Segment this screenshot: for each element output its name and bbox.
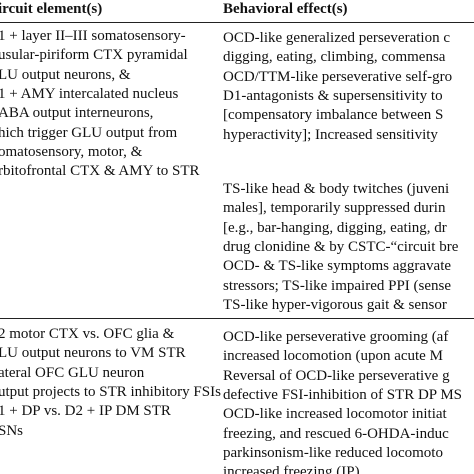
cell-line: ateral OFC GLU neuron <box>0 364 145 381</box>
cell-line: defective FSI-inhibition of STR DP MS <box>223 386 463 403</box>
cell-line: omatosensory, motor, & <box>0 143 143 160</box>
cell-line: utput projects to STR inhibitory FSIs <box>0 383 221 400</box>
cell-line: 1 + layer II–III somatosensory- <box>0 28 186 44</box>
cell-line: 1 + DP vs. D2 + IP DM STR <box>0 403 171 420</box>
cell-line: increased locomotion (upon acute M <box>223 348 443 365</box>
cell-line: OCD-like increased locomotor initiat <box>223 406 447 423</box>
cell-line: SNs <box>0 422 24 439</box>
cell-line: Reversal of OCD-like perseverative g <box>223 367 450 384</box>
cell-line: hyperactivity]; Increased sensitivity <box>223 126 438 143</box>
cell-line: LU output neurons to VM STR <box>0 345 186 362</box>
cell-line: OCD-like perseverative grooming (af <box>223 329 449 345</box>
cell-line: TS-like head & body twitches (juveni <box>223 181 450 197</box>
cell-line: drug clonidine & by CSTC-“circuit bre <box>223 238 459 255</box>
cell-line: freezing, and rescued 6-OHDA-induc <box>223 425 449 442</box>
cell-line: increased freezing (IP) <box>223 464 360 474</box>
cell-line: OCD- & TS-like symptoms aggravate <box>223 258 452 275</box>
cell-line: OCD/TTM-like perseverative self-gro <box>223 68 453 85</box>
cell-line: usular-piriform CTX pyramidal <box>0 47 188 64</box>
header-rule <box>0 22 474 23</box>
cell-line: LU output neurons, & <box>0 66 131 83</box>
cell-line: 1 + AMY intercalated nucleus <box>0 85 179 102</box>
cell-line: OCD-like generalized perseveration c <box>223 30 450 46</box>
cell-line: males], temporarily suppressed durin <box>223 200 446 217</box>
cell-line: D1-antagonists & supersensitivity to <box>223 87 443 104</box>
cell-line: [e.g., bar-hanging, digging, eating, dr <box>223 219 447 236</box>
header-cell: ircuit element(s) <box>0 1 103 17</box>
header-cell: Behavioral effect(s) <box>223 1 348 17</box>
cell-line: stressors; TS-like impaired PPI (sense <box>223 277 452 294</box>
row-rule <box>0 318 474 319</box>
cell-line: hich trigger GLU output from <box>0 124 178 141</box>
cell-line: ABA output interneurons, <box>0 105 154 122</box>
cell-line: TS-like hyper-vigorous gait & sensor <box>223 296 447 313</box>
cell-line: 2 motor CTX vs. OFC glia & <box>0 326 175 342</box>
cell-line: digging, eating, climbing, commensa <box>223 49 446 66</box>
cell-line: rbitofrontal CTX & AMY to STR <box>0 163 200 180</box>
cell-line: [compensatory imbalance between S <box>223 107 444 124</box>
cell-line: parkinsonism-like reduced locomoto <box>223 444 443 461</box>
